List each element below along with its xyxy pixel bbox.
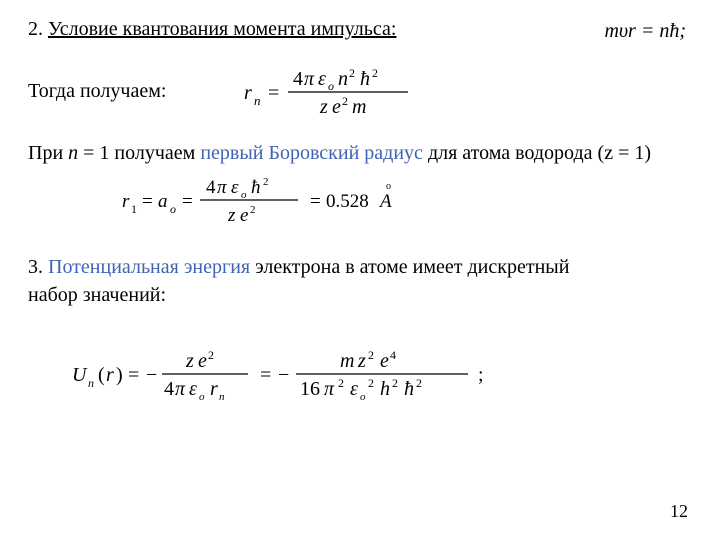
svg-text:=: = [310,191,321,212]
svg-text:=: = [182,191,193,212]
svg-text:4: 4 [206,177,216,198]
formula-r1: r 1 = a o = 4 π ε o ħ 2 z e 2 = 0.52 [28,171,692,229]
formula-mvr-text: mυr = nħ; [604,20,686,42]
svg-text:r: r [122,191,130,212]
svg-text:ħ: ħ [360,68,370,90]
heading-num: 2. [28,18,43,40]
svg-text:π: π [175,378,186,400]
heading-3: 3. Потенциальная энергия электрона в ато… [28,253,692,281]
svg-text:ħ: ħ [404,378,414,400]
svg-text:z: z [185,350,194,372]
svg-text:−: − [278,364,289,386]
svg-text:=: = [260,364,271,386]
heading-3-line2: набор значений: [28,281,692,309]
page-number: 12 [670,501,688,522]
svg-text:π: π [324,378,335,400]
svg-text:n: n [88,376,94,390]
svg-text:2: 2 [372,66,378,80]
formula-rn-svg: r n = 4 π ε o n 2 ħ 2 z e [238,63,438,121]
svg-text:2: 2 [263,176,269,188]
formula-rn: r n = 4 π ε o n 2 ħ 2 z e [238,63,438,121]
svg-text:m: m [352,96,366,118]
heading-2: 2. Условие квантования момента импульса: [28,15,396,43]
row-heading: 2. Условие квантования момента импульса:… [28,15,692,45]
para2-eq: = 1 получаем [78,142,200,164]
svg-text:e: e [380,350,389,372]
heading-text: Условие квантования момента импульса: [48,18,396,40]
svg-text:;: ; [478,364,484,386]
slide-page: 2. Условие квантования момента импульса:… [0,0,720,540]
svg-text:ħ: ħ [251,177,261,198]
svg-text:ε: ε [318,68,326,90]
svg-text:2: 2 [208,348,214,362]
h3-num: 3. [28,256,43,278]
svg-text:h: h [380,378,390,400]
svg-text:z: z [319,96,328,118]
h3-rest1: электрона в атоме имеет дискретный [250,256,569,278]
row-then: Тогда получаем: r n = 4 π ε o n 2 ħ [28,63,692,121]
svg-text:o: o [360,391,366,403]
svg-text:o: o [241,189,247,201]
svg-text:2: 2 [342,94,348,108]
svg-text:U: U [72,364,88,386]
svg-text:2: 2 [349,66,355,80]
svg-text:2: 2 [338,376,344,390]
svg-text:a: a [158,191,168,212]
svg-text:−: − [146,364,157,386]
svg-text:): ) [116,364,123,386]
svg-text:=: = [128,364,139,386]
svg-text:1: 1 [131,202,137,216]
para2-blue: первый Боровский радиус [200,142,423,164]
svg-text:e: e [332,96,341,118]
svg-text:n: n [219,391,225,403]
para-bohr-radius: При n = 1 получаем первый Боровский ради… [28,139,692,167]
svg-text:0.528: 0.528 [326,191,369,212]
para2-pre: При [28,142,68,164]
svg-text:2: 2 [250,204,256,216]
svg-text:r: r [244,82,252,104]
svg-text:π: π [217,177,227,198]
svg-text:π: π [304,68,315,90]
svg-text:ε: ε [189,378,197,400]
svg-text:A: A [378,191,392,212]
then-label: Тогда получаем: [28,63,238,105]
formula-mvr: mυr = nħ; [604,15,692,45]
svg-text:e: e [240,205,248,226]
svg-text:o: o [199,391,205,403]
para2-n: n [68,142,78,164]
svg-text:2: 2 [416,376,422,390]
svg-text:(: ( [98,364,105,386]
formula-un-svg: U n ( r ) = − z e 2 4 π ε o r n = − [68,343,548,407]
formula-un: U n ( r ) = − z e 2 4 π ε o r n = − [28,343,692,407]
svg-text:2: 2 [368,376,374,390]
svg-text:=: = [268,82,279,104]
svg-text:n: n [338,68,348,90]
svg-text:=: = [142,191,153,212]
svg-text:e: e [198,350,207,372]
svg-text:4: 4 [390,348,396,362]
svg-text:m: m [340,350,354,372]
formula-r1-svg: r 1 = a o = 4 π ε o ħ 2 z e 2 = 0.52 [118,171,478,229]
svg-text:o: o [328,79,334,93]
svg-text:4: 4 [164,378,174,400]
svg-text:r: r [106,364,114,386]
svg-text:ε: ε [231,177,239,198]
para2-post: для атома водорода (z = 1) [423,142,651,164]
svg-text:z: z [227,205,236,226]
svg-text:n: n [254,93,261,108]
svg-text:2: 2 [392,376,398,390]
svg-text:z: z [357,350,366,372]
svg-text:4: 4 [293,68,303,90]
svg-text:16: 16 [300,378,320,400]
svg-text:o: o [170,202,176,216]
h3-blue: Потенциальная энергия [48,256,250,278]
svg-text:2: 2 [368,348,374,362]
svg-text:ε: ε [350,378,358,400]
svg-text:r: r [210,378,218,400]
